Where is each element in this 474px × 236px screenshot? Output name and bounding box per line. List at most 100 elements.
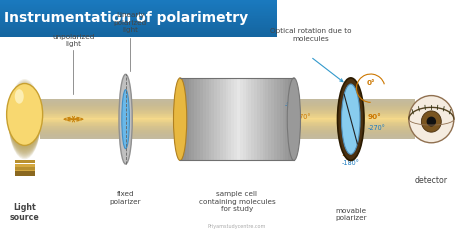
Ellipse shape [9,80,41,158]
Bar [40,101,415,102]
Bar [183,78,186,160]
Text: -90°: -90° [284,102,298,108]
Bar [228,78,231,160]
Bar [40,113,415,114]
Text: Optical rotation due to
molecules: Optical rotation due to molecules [270,28,351,42]
Bar [0,35,277,36]
Bar [0,1,277,2]
Text: 90°: 90° [368,114,382,120]
Ellipse shape [9,79,41,159]
Ellipse shape [8,84,41,154]
Bar [0,24,277,25]
Ellipse shape [7,114,43,124]
Ellipse shape [7,107,42,132]
Bar [0,8,277,9]
Text: 180°: 180° [341,151,360,157]
Bar [0,14,277,15]
Bar [40,107,415,108]
Ellipse shape [7,84,43,145]
Ellipse shape [173,78,187,160]
Bar [0,3,277,4]
Bar [288,78,291,160]
Bar [40,138,415,139]
Ellipse shape [7,105,42,133]
Bar [40,126,415,127]
Ellipse shape [8,95,42,143]
Text: Instrumentation of polarimetry: Instrumentation of polarimetry [4,11,248,25]
Bar [0,4,277,5]
Bar [206,78,209,160]
Bar [277,78,280,160]
Bar [186,78,189,160]
Text: movable
polarizer: movable polarizer [335,208,366,221]
Ellipse shape [8,92,42,147]
Ellipse shape [8,94,42,144]
Ellipse shape [7,103,42,135]
Bar [0,36,277,37]
Text: Linearly
polarized
light: Linearly polarized light [114,12,147,33]
Ellipse shape [8,87,41,152]
Bar [15,164,35,167]
Bar [15,167,35,170]
Ellipse shape [337,78,364,160]
Bar [223,78,226,160]
Ellipse shape [8,93,42,145]
Bar [40,120,415,121]
Ellipse shape [7,113,43,126]
Bar [40,118,415,119]
Bar [0,30,277,31]
Bar [0,23,277,24]
Bar [263,78,265,160]
Bar [40,124,415,125]
Ellipse shape [8,97,42,142]
Bar [226,78,228,160]
Bar [40,129,415,130]
Bar [217,78,220,160]
Bar [203,78,206,160]
Bar [0,27,277,28]
Bar [0,10,277,11]
Bar [0,11,277,12]
Bar [0,18,277,19]
Text: 270°: 270° [295,114,310,120]
Bar [40,102,415,103]
Ellipse shape [8,82,41,157]
Ellipse shape [8,99,42,139]
Bar [271,78,274,160]
Ellipse shape [7,112,43,127]
Bar [40,123,415,124]
Bar [40,130,415,131]
Bar [0,15,277,16]
Bar [240,78,243,160]
Ellipse shape [7,109,42,129]
Bar [260,78,263,160]
Bar [15,171,35,176]
Bar [40,108,415,109]
Bar [194,78,197,160]
Bar [0,25,277,26]
Bar [40,117,415,118]
Bar [40,114,415,115]
Bar [0,33,277,34]
Bar [40,112,415,113]
Ellipse shape [119,74,132,164]
Bar [0,9,277,10]
Bar [268,78,271,160]
Bar [0,17,277,18]
Bar [15,160,35,163]
Bar [0,28,277,29]
Bar [40,134,415,135]
Ellipse shape [8,88,41,151]
Ellipse shape [8,85,41,153]
Bar [40,103,415,104]
Ellipse shape [409,96,454,143]
Text: unpolarized
light: unpolarized light [52,34,95,47]
Bar [220,78,223,160]
Bar [191,78,194,160]
Text: Priyamstudycentre.com: Priyamstudycentre.com [208,224,266,229]
Bar [209,78,211,160]
Bar [0,7,277,8]
Bar [251,78,254,160]
Text: detector: detector [415,176,448,185]
Bar [40,133,415,134]
